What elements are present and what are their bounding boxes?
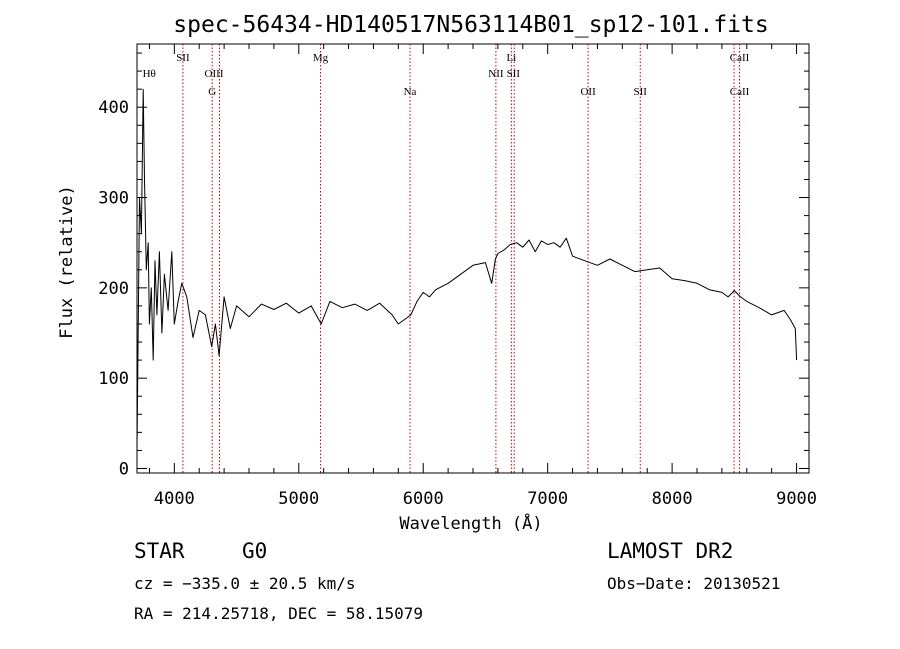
y-axis-label: Flux (relative) [57, 185, 77, 339]
y-tick-label: 400 [98, 98, 129, 118]
x-tick-label: 5000 [278, 489, 319, 509]
x-axis-label: Wavelength (Å) [399, 512, 542, 534]
redshift-velocity: cz = −335.0 ± 20.5 km/s [134, 574, 356, 593]
marker-label: NII [488, 68, 504, 80]
y-tick-label: 200 [98, 279, 129, 299]
marker-label: SII [634, 86, 648, 98]
object-type: STAR [134, 539, 185, 563]
marker-label: Hθ [143, 68, 156, 80]
x-tick-label: 4000 [154, 489, 195, 509]
marker-label: CaII [730, 52, 750, 64]
axes: 4000 5000 6000 7000 8000 9000 0 100 200 300 400 [98, 44, 817, 509]
survey-name: LAMOST DR2 [607, 539, 733, 563]
marker-label: OIII [205, 68, 224, 80]
marker-label: CaII [730, 86, 750, 98]
plot-frame [136, 43, 810, 474]
marker-label: OII [580, 86, 596, 98]
sky-coordinates: RA = 214.25718, DEC = 58.15079 [134, 604, 423, 623]
series-line [136, 88, 798, 451]
spectrum-series [136, 88, 798, 451]
marker-label: Mg [313, 52, 329, 64]
x-tick-label: 8000 [652, 489, 693, 509]
x-tick-label: 6000 [403, 489, 444, 509]
y-tick-label: 100 [98, 369, 129, 389]
x-tick-label: 7000 [527, 489, 568, 509]
marker-label: SII [176, 52, 190, 64]
marker-label: SII [507, 68, 521, 80]
marker-label: Na [404, 86, 417, 98]
x-tick-label: 9000 [776, 489, 817, 509]
object-subclass: G0 [242, 539, 267, 563]
marker-label: Li [506, 52, 516, 64]
chart-title: spec-56434-HD140517N563114B01_sp12-101.f… [173, 12, 768, 38]
y-tick-label: 300 [98, 189, 129, 209]
observation-date: Obs−Date: 20130521 [607, 574, 780, 593]
marker-label: G [208, 86, 216, 98]
y-tick-label: 0 [119, 459, 129, 479]
